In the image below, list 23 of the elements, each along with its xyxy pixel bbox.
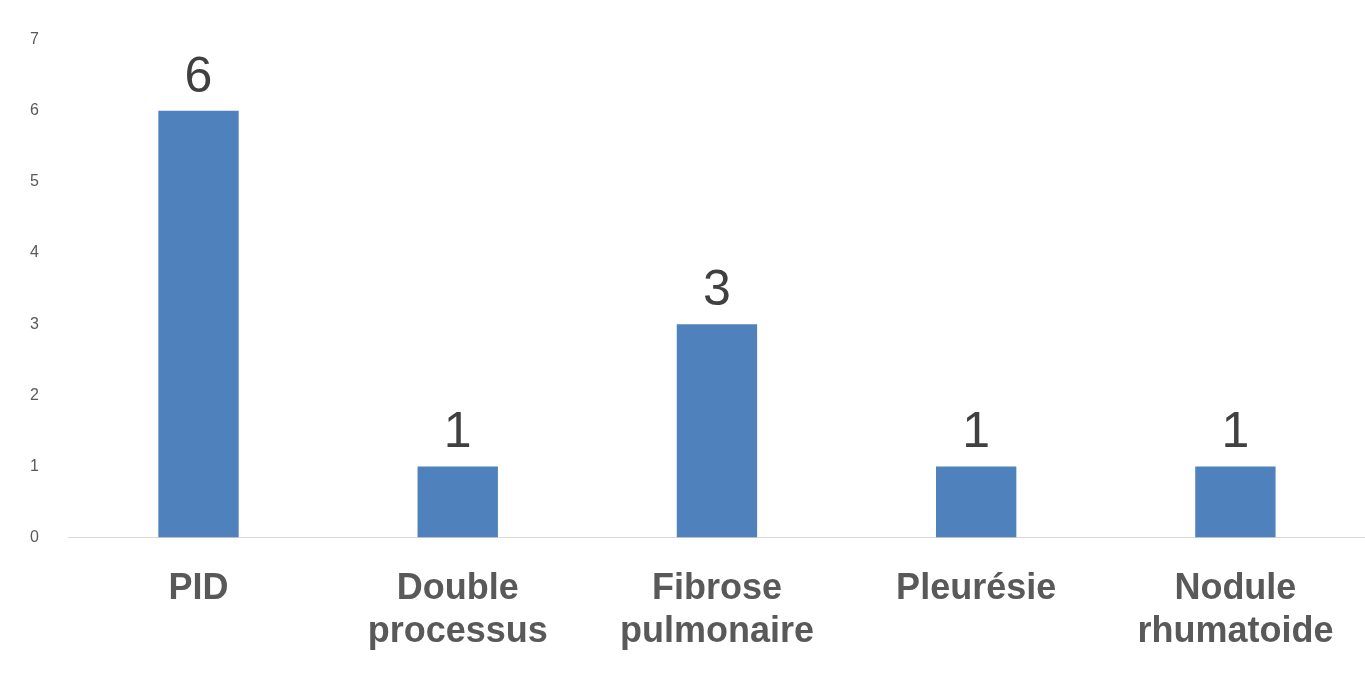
bar [417, 466, 498, 538]
y-tick-label: 2 [29, 385, 39, 403]
y-tick-label: 3 [29, 314, 39, 332]
bar [935, 466, 1017, 538]
y-tick-label: 7 [29, 30, 39, 48]
data-label: 6 [184, 46, 213, 103]
y-tick-label: 1 [29, 456, 39, 474]
data-label: 1 [443, 402, 472, 459]
x-tick-label: Nodule rhumatoide [1137, 566, 1334, 651]
y-tick-label: 5 [29, 172, 39, 190]
data-label: 1 [1221, 402, 1250, 459]
data-label: 1 [962, 402, 991, 459]
bar [676, 324, 758, 538]
y-tick-label: 4 [29, 243, 39, 261]
bar [158, 110, 239, 538]
data-label: 3 [703, 259, 731, 316]
x-tick-label: Pleurésie [896, 566, 1057, 608]
y-tick-label: 6 [29, 101, 39, 119]
x-tick-label: PID [168, 566, 229, 608]
x-tick-label: Double processus [367, 566, 548, 651]
y-tick-label: 0 [29, 528, 39, 546]
bar [1195, 466, 1276, 538]
x-tick-label: Fibrose pulmonaire [619, 566, 814, 651]
